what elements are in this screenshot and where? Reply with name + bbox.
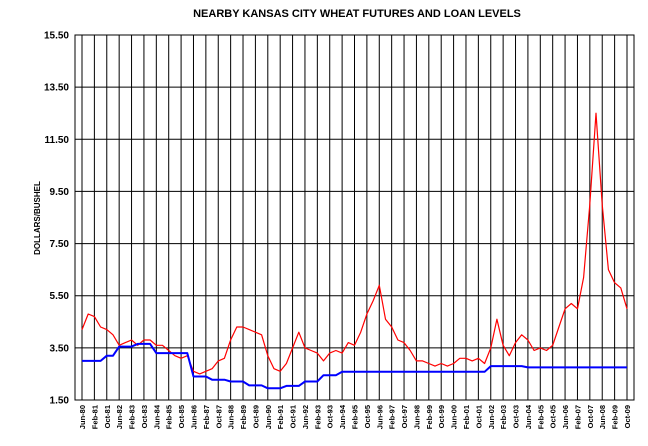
x-tick-label: Oct-97 [400,405,409,428]
x-tick-label: Jun-90 [264,405,273,429]
x-tick-label: Jun-92 [301,405,310,429]
y-tick-label: 11.50 [45,135,70,146]
x-tick-label: Feb-85 [165,405,174,429]
y-tick-label: 5.50 [50,291,70,302]
x-tick-label: Jun-96 [375,405,384,429]
x-tick-label: Feb-01 [462,405,471,429]
x-tick-label: Feb-89 [239,405,248,429]
x-tick-label: Oct-09 [623,405,632,428]
x-tick-label: Jun-00 [450,405,459,429]
x-tick-label: Feb-87 [202,405,211,429]
x-tick-label: Jun-82 [115,405,124,429]
y-axis-label: DOLLARS/BUSHEL [33,181,42,255]
x-tick-label: Feb-93 [313,405,322,429]
x-tick-label: Oct-89 [251,405,260,428]
x-tick-label: Jun-98 [412,405,421,429]
y-tick-label: 1.50 [50,396,70,407]
plot-border [74,34,635,401]
x-tick-label: Jun-04 [524,404,533,429]
x-tick-label: Feb-09 [611,405,620,429]
x-tick-label: Oct-93 [326,405,335,428]
x-tick-label: Oct-85 [177,405,186,428]
x-tick-label: Jun-94 [338,404,347,429]
y-tick-label: 13.50 [44,83,69,94]
series-line [82,342,627,390]
y-tick-label: 15.50 [44,31,69,42]
x-tick-label: Jun-84 [152,404,161,429]
x-tick-label: Feb-97 [388,405,397,429]
x-tick-label: Oct-91 [289,405,298,428]
x-tick-label: Oct-99 [437,405,446,428]
x-tick-label: Oct-81 [103,405,112,428]
y-tick-label: 7.50 [50,239,70,250]
x-tick-label: Feb-03 [499,405,508,429]
x-tick-label: Jun-08 [598,405,607,429]
x-tick-label: Jun-02 [487,405,496,429]
x-tick-label: Jun-86 [189,405,198,429]
chart-title: NEARBY KANSAS CITY WHEAT FUTURES AND LOA… [193,8,521,20]
x-tick-label: Jun-80 [78,405,87,429]
x-tick-label: Feb-91 [276,405,285,429]
x-tick-label: Oct-83 [140,405,149,428]
x-tick-label: Feb-81 [90,405,99,429]
x-tick-label: Jun-06 [561,405,570,429]
x-tick-label: Feb-05 [536,405,545,429]
x-tick-label: Oct-07 [586,405,595,428]
y-tick-label: 9.50 [50,187,70,198]
x-tick-label: Feb-07 [573,405,582,429]
x-tick-label: Oct-01 [474,405,483,428]
x-tick-label: Feb-83 [128,405,137,429]
x-tick-label: Jun-88 [227,405,236,429]
x-tick-label: Oct-03 [512,405,521,428]
x-tick-label: Feb-95 [351,405,360,429]
x-tick-label: Oct-05 [549,405,558,428]
y-tick-label: 3.50 [50,343,70,354]
x-tick-label: Oct-87 [214,405,223,428]
x-tick-label: Feb-99 [425,405,434,429]
x-tick-label: Oct-95 [363,405,372,428]
